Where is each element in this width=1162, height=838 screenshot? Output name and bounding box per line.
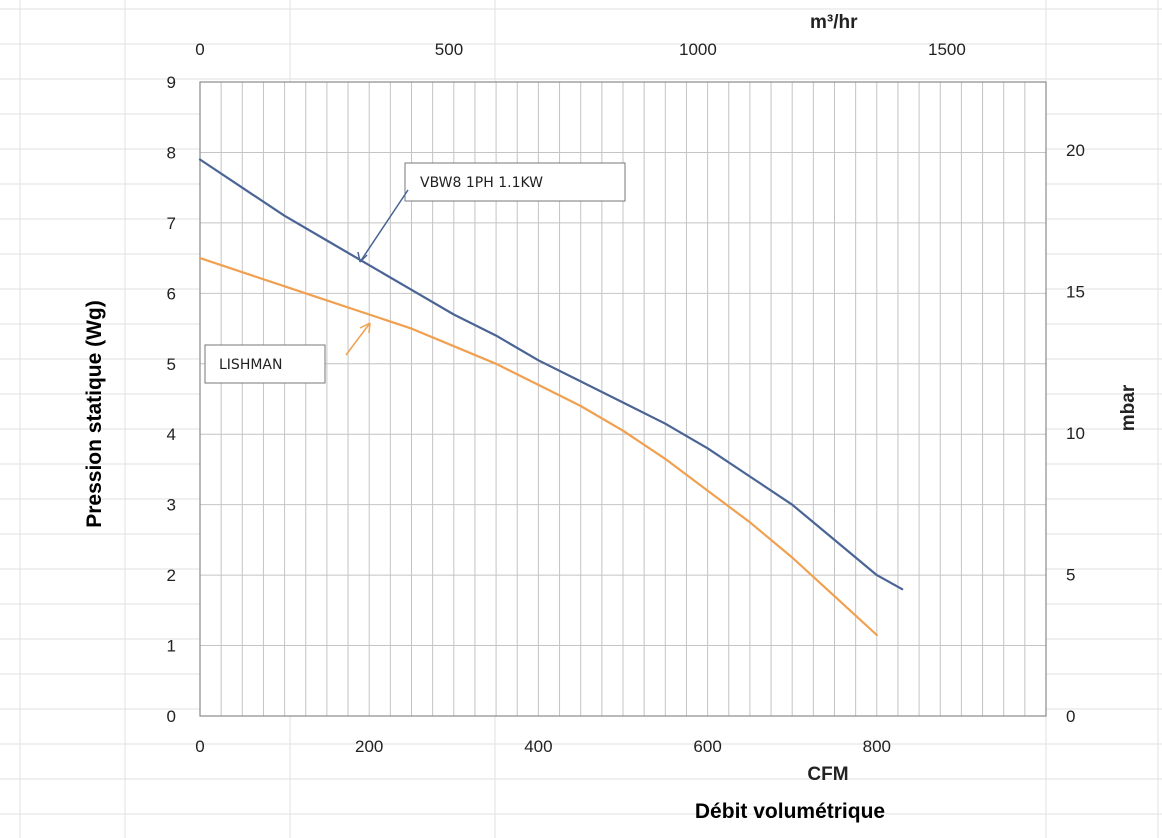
x-tick-label: 400 [524,737,552,756]
y-tick-label: 9 [167,73,176,92]
y2-tick-label: 15 [1066,283,1085,302]
y-tick-label: 4 [167,425,176,444]
x2-tick-label: 1000 [679,40,717,59]
callout-arrowhead-lishman [359,322,371,334]
callout-arrowhead-vbw8 [357,251,368,263]
y2-tick-label: 20 [1066,141,1085,160]
x-tick-label: 800 [863,737,891,756]
series-line-0 [198,158,904,591]
plot-border [199,81,1047,717]
callout-arrow-lishman [345,322,371,356]
callout-label-vbw8: VBW8 1PH 1.1KW [420,175,543,191]
y2-tick-label: 10 [1066,424,1085,443]
x-tick-label: 0 [195,737,204,756]
y-tick-label: 2 [167,566,176,585]
x2-tick-label: 1500 [928,40,966,59]
series-line-1 [198,257,878,637]
y-tick-label: 7 [167,214,176,233]
x-axis-title: Débit volumétrique [695,800,885,823]
y-axis-title: Pression statique (Wg) [83,300,106,528]
y2-tick-label: 0 [1066,707,1075,726]
y-tick-label: 0 [167,707,176,726]
callout-arrow-vbw8 [359,189,409,263]
x-tick-label: 200 [355,737,383,756]
y2-unit: mbar [1118,384,1139,431]
series-layer [198,158,904,637]
y2-tick-label: 5 [1066,566,1075,585]
y-tick-label: 6 [167,284,176,303]
callout-label-lishman: LISHMAN [219,357,282,373]
x-tick-label: 600 [693,737,721,756]
callout-box-lishman [204,344,326,384]
y-tick-label: 1 [167,637,176,656]
x-unit: CFM [807,764,848,785]
x2-unit: m³/hr [810,12,858,33]
y-tick-label: 5 [167,355,176,374]
y-tick-label: 3 [167,496,176,515]
y-tick-label: 8 [167,143,176,162]
x2-tick-label: 0 [195,40,204,59]
callout-box-vbw8 [404,162,626,202]
x2-tick-label: 500 [435,40,463,59]
